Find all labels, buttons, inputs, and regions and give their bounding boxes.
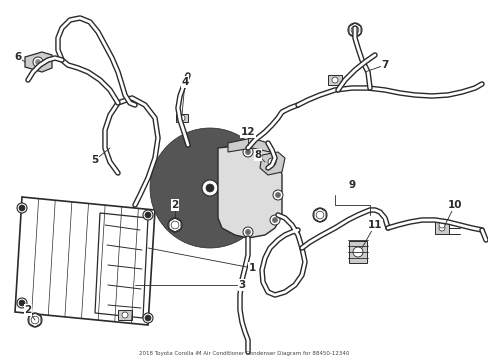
Polygon shape — [327, 75, 341, 85]
Circle shape — [171, 221, 179, 229]
Polygon shape — [227, 138, 269, 152]
Circle shape — [267, 162, 272, 167]
Text: 11: 11 — [367, 220, 382, 230]
Circle shape — [150, 128, 269, 248]
Polygon shape — [348, 241, 366, 263]
Circle shape — [28, 313, 42, 327]
Polygon shape — [434, 222, 448, 234]
Circle shape — [17, 203, 27, 213]
Circle shape — [19, 300, 25, 306]
Circle shape — [145, 315, 151, 321]
Polygon shape — [218, 145, 282, 238]
Circle shape — [347, 23, 361, 37]
Polygon shape — [95, 213, 148, 318]
Circle shape — [177, 155, 243, 221]
Circle shape — [122, 312, 128, 318]
Circle shape — [245, 230, 250, 234]
Circle shape — [316, 211, 323, 219]
Text: 8: 8 — [254, 150, 261, 160]
Circle shape — [269, 215, 280, 225]
Text: 3: 3 — [238, 280, 245, 290]
Polygon shape — [176, 114, 187, 122]
Text: 6: 6 — [14, 52, 21, 62]
Circle shape — [196, 174, 224, 202]
Text: 9: 9 — [348, 180, 355, 190]
Circle shape — [272, 217, 277, 222]
Circle shape — [205, 184, 214, 192]
Circle shape — [142, 313, 153, 323]
Circle shape — [245, 149, 250, 154]
Circle shape — [264, 160, 274, 170]
Circle shape — [190, 168, 229, 208]
Text: 2: 2 — [24, 305, 32, 315]
Circle shape — [165, 144, 253, 232]
Circle shape — [267, 158, 275, 166]
Circle shape — [350, 26, 358, 34]
Circle shape — [331, 77, 337, 83]
Text: 5: 5 — [91, 155, 99, 165]
Text: 1: 1 — [248, 263, 255, 273]
Circle shape — [243, 147, 252, 157]
Text: 12: 12 — [240, 127, 255, 137]
Circle shape — [438, 225, 444, 231]
Circle shape — [312, 208, 326, 222]
Polygon shape — [118, 310, 132, 320]
Circle shape — [142, 210, 153, 220]
Circle shape — [160, 138, 260, 238]
Circle shape — [179, 115, 184, 121]
Circle shape — [438, 222, 444, 228]
Circle shape — [352, 247, 362, 257]
Circle shape — [36, 59, 41, 64]
Text: 2018 Toyota Corolla iM Air Conditioner Condenser Diagram for 88450-12340: 2018 Toyota Corolla iM Air Conditioner C… — [139, 351, 348, 356]
Circle shape — [19, 205, 25, 211]
Circle shape — [243, 227, 252, 237]
Circle shape — [202, 180, 218, 196]
Text: 4: 4 — [181, 77, 188, 87]
Circle shape — [17, 298, 27, 308]
Circle shape — [354, 249, 360, 255]
Circle shape — [33, 57, 43, 67]
Text: 2: 2 — [171, 200, 178, 210]
Circle shape — [155, 133, 264, 243]
Circle shape — [272, 190, 283, 200]
Text: 10: 10 — [447, 200, 461, 210]
Circle shape — [183, 162, 236, 214]
Circle shape — [31, 316, 39, 324]
Circle shape — [168, 218, 182, 232]
Polygon shape — [25, 52, 52, 72]
Circle shape — [171, 149, 248, 227]
Circle shape — [275, 193, 280, 198]
Text: 7: 7 — [381, 60, 388, 70]
Circle shape — [145, 212, 151, 218]
Polygon shape — [260, 152, 285, 175]
